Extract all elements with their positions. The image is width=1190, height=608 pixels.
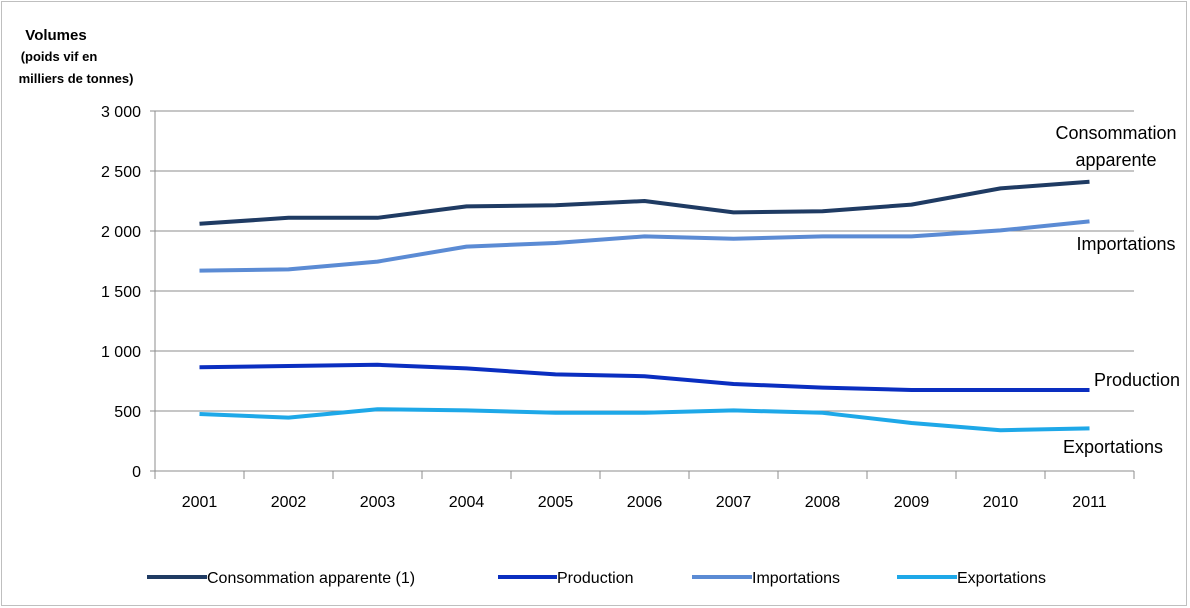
y-tick-label: 2 500 <box>101 164 141 181</box>
y-tick-label: 1 500 <box>101 284 141 301</box>
x-tick-label: 2010 <box>983 494 1019 511</box>
legend-label: Importations <box>752 570 840 587</box>
annotation-line: apparente <box>1075 150 1156 170</box>
legend-label: Consommation apparente (1) <box>207 570 415 587</box>
series-line-1 <box>199 179 1090 226</box>
legend-item-3: Importations <box>692 570 840 587</box>
y-tick-label: 3 000 <box>101 104 141 121</box>
series-line-3 <box>199 219 1090 273</box>
legend-label: Production <box>557 570 634 587</box>
annotation-3: Production <box>1094 370 1180 390</box>
y-tick-labels: 0 500 1 000 1 500 2 000 2 500 3 000 <box>101 104 141 481</box>
annotation-line: Importations <box>1076 234 1175 254</box>
y-tick-label: 2 000 <box>101 224 141 241</box>
y-axis-label: Volumes (poids vif en milliers de tonnes) <box>19 27 134 86</box>
legend-item-2: Production <box>498 570 634 587</box>
series-annotations: Consommation apparente Importations Product… <box>1055 123 1180 457</box>
annotation-1: Consommation apparente <box>1055 123 1176 170</box>
x-tick-label: 2001 <box>182 494 218 511</box>
legend: Consommation apparente (1) Production Impo… <box>147 570 1046 587</box>
annotation-line: Production <box>1094 370 1180 390</box>
annotation-line: Exportations <box>1063 437 1163 457</box>
annotation-line: Consommation <box>1055 123 1176 143</box>
x-tick-label: 2002 <box>271 494 307 511</box>
legend-item-1: Consommation apparente (1) <box>147 570 415 587</box>
x-tick-label: 2003 <box>360 494 396 511</box>
x-tick-label: 2011 <box>1072 494 1107 511</box>
legend-label: Exportations <box>957 570 1046 587</box>
y-tick-label: 0 <box>132 464 141 481</box>
x-tick-label: 2006 <box>627 494 663 511</box>
x-tick-label: 2007 <box>716 494 752 511</box>
series-line-4 <box>199 407 1090 433</box>
gridlines <box>155 110 1134 412</box>
x-tick-label: 2005 <box>538 494 574 511</box>
x-tick-label: 2004 <box>449 494 485 511</box>
y-axis-label-line: milliers de tonnes) <box>19 71 134 86</box>
annotation-2: Importations <box>1076 234 1175 254</box>
series-line-2 <box>199 362 1090 392</box>
legend-item-4: Exportations <box>897 570 1046 587</box>
annotation-4: Exportations <box>1063 437 1163 457</box>
y-axis-label-line: (poids vif en <box>21 49 98 64</box>
axes <box>150 110 1135 479</box>
y-axis-label-line: Volumes <box>25 27 86 44</box>
y-tick-label: 500 <box>114 404 141 421</box>
x-tick-label: 2009 <box>894 494 930 511</box>
x-tick-labels: 2001 2002 2003 2004 2005 2006 2007 2008 2009 2010… <box>182 494 1107 511</box>
y-tick-label: 1 000 <box>101 344 141 361</box>
x-tick-label: 2008 <box>805 494 841 511</box>
series-lines <box>199 179 1090 433</box>
